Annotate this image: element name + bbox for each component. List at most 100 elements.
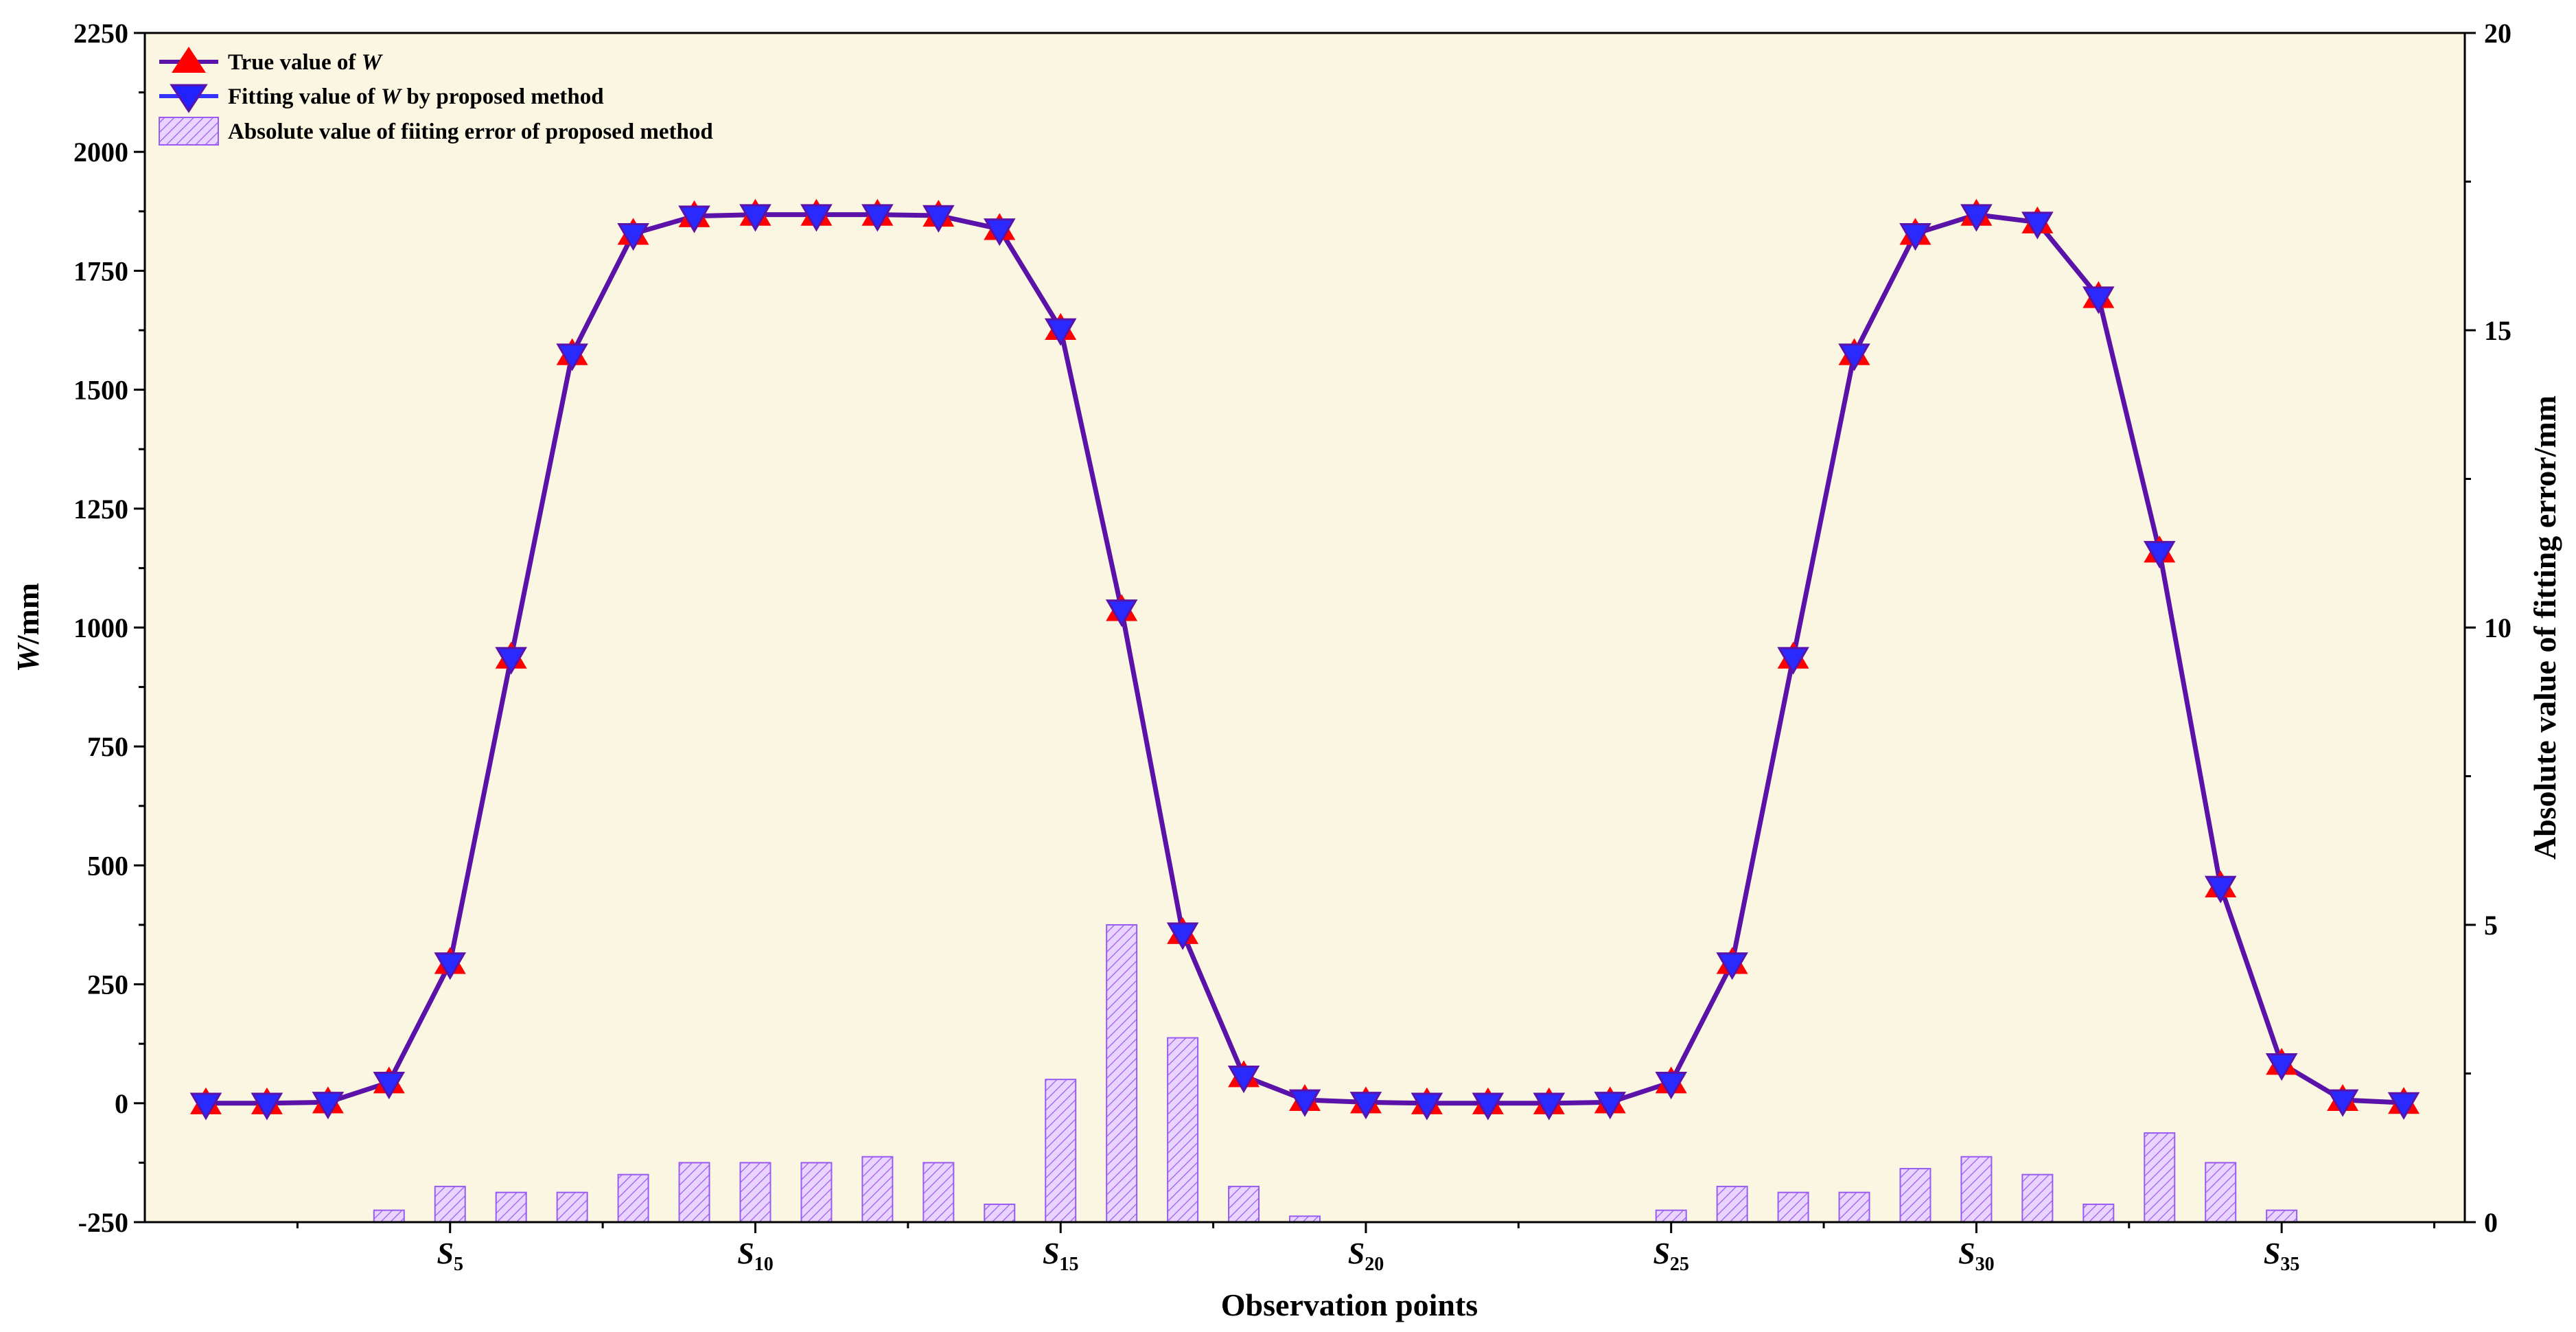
left-tick-label: 250 xyxy=(87,969,128,1000)
left-tick-label: 1000 xyxy=(73,612,128,643)
right-y-axis-title: Absolute value of fitting error/mm xyxy=(2527,395,2562,860)
x-tick-label-subscript: 25 xyxy=(1670,1254,1689,1275)
fitting-value-marker xyxy=(1838,343,1870,371)
error-bar xyxy=(617,1173,649,1223)
right-tick-label: 10 xyxy=(2484,612,2511,643)
x-tick-label-subscript: 15 xyxy=(1059,1254,1078,1275)
x-tick-label-base: S xyxy=(2264,1237,2280,1270)
fitting-value-marker xyxy=(1105,599,1138,628)
fitting-value-marker xyxy=(983,218,1016,246)
x-tick-label-subscript: 5 xyxy=(454,1254,463,1275)
x-tick-label-base: S xyxy=(737,1237,754,1270)
fitting-value-marker xyxy=(189,1092,222,1121)
legend-fit-label: Fitting value of W by proposed method xyxy=(228,84,604,109)
error-bar xyxy=(1899,1168,1931,1224)
error-bar xyxy=(739,1162,771,1224)
legend-bar-swatch-icon xyxy=(159,117,219,146)
error-bar xyxy=(1167,1037,1199,1224)
left-tick-label: 2250 xyxy=(73,18,128,49)
x-tick-label-base: S xyxy=(1348,1237,1365,1270)
fitting-value-marker xyxy=(1349,1092,1382,1120)
fitting-value-marker xyxy=(800,204,833,232)
x-tick-label: S20 xyxy=(1348,1237,1384,1275)
right-tick-label: 5 xyxy=(2484,910,2498,941)
left-y-axis-title-italic: W xyxy=(10,642,45,672)
fitting-value-marker xyxy=(739,204,771,232)
left-y-axis: -250 0 250 500 750 1000 1250 1500 1750 2000 2250 xyxy=(73,18,145,1238)
left-tick-label: 1250 xyxy=(73,494,128,525)
fitting-value-marker xyxy=(1533,1092,1566,1121)
error-bar xyxy=(1777,1191,1809,1223)
x-axis: S5 S10 S15 S20 S25 S30 S35 xyxy=(296,1222,2436,1275)
error-bar xyxy=(2205,1162,2237,1224)
fitting-value-marker xyxy=(2204,875,2237,904)
fitting-value-marker xyxy=(678,205,710,233)
plot-area xyxy=(145,33,2465,1222)
x-tick-label: S10 xyxy=(737,1237,773,1275)
error-bar xyxy=(2021,1173,2054,1223)
x-tick-label-subscript: 35 xyxy=(2280,1254,2299,1275)
fitting-value-marker xyxy=(251,1092,283,1121)
left-tick-label: 0 xyxy=(115,1088,128,1119)
error-bar xyxy=(984,1204,1016,1224)
error-bar xyxy=(1045,1079,1077,1224)
error-bar xyxy=(678,1162,710,1224)
error-bars-group xyxy=(373,924,2298,1224)
right-tick-label: 0 xyxy=(2484,1207,2498,1238)
legend-true-label-italic: W xyxy=(362,50,384,75)
x-tick-label: S35 xyxy=(2264,1237,2299,1275)
legend-true-triangle-icon xyxy=(172,47,206,73)
fitting-value-marker xyxy=(2143,540,2176,569)
left-tick-label: 500 xyxy=(87,850,128,881)
fitting-value-marker xyxy=(1716,952,1748,980)
fitting-value-marker xyxy=(1227,1066,1260,1094)
error-bar xyxy=(2266,1209,2298,1224)
fitting-value-marker xyxy=(1899,223,1931,251)
right-tick-label: 20 xyxy=(2484,18,2511,49)
x-tick-label-base: S xyxy=(1043,1237,1059,1270)
error-bar xyxy=(2144,1132,2176,1223)
error-bar xyxy=(2082,1204,2115,1224)
error-bar xyxy=(1716,1186,1748,1224)
error-bar xyxy=(1228,1186,1260,1224)
left-tick-label: 1500 xyxy=(73,375,128,406)
left-tick-label: 750 xyxy=(87,731,128,762)
fitting-value-marker xyxy=(1044,318,1077,346)
x-tick-label-subscript: 10 xyxy=(754,1254,774,1275)
x-tick-label-subscript: 30 xyxy=(1975,1254,1995,1275)
fitting-value-marker xyxy=(1411,1092,1443,1121)
right-tick-label: 15 xyxy=(2484,315,2511,346)
fitting-value-marker xyxy=(2265,1053,2298,1081)
fitting-value-marker xyxy=(556,343,588,371)
error-bar xyxy=(923,1162,955,1224)
error-bar xyxy=(800,1162,833,1224)
left-tick-label: -250 xyxy=(78,1207,128,1238)
x-tick-label: S5 xyxy=(437,1237,463,1275)
legend-fit-label-italic: W xyxy=(381,84,403,109)
fitting-value-marker xyxy=(1960,204,1993,232)
x-tick-label-base: S xyxy=(1958,1237,1975,1270)
x-tick-label: S25 xyxy=(1653,1237,1689,1275)
error-bar xyxy=(556,1191,588,1223)
left-y-axis-title: W/mm xyxy=(10,583,45,672)
fitting-value-marker xyxy=(1472,1092,1505,1121)
fitting-value-marker xyxy=(495,647,527,675)
fitting-value-marker xyxy=(373,1072,406,1100)
error-bar xyxy=(1838,1191,1870,1223)
error-bar xyxy=(1960,1156,1993,1223)
fitting-value-marker xyxy=(1655,1072,1687,1100)
fitting-value-marker xyxy=(434,952,467,980)
x-tick-label-base: S xyxy=(437,1237,453,1270)
x-tick-label: S15 xyxy=(1043,1237,1078,1275)
fitting-value-marker xyxy=(617,223,649,251)
error-bar xyxy=(861,1156,894,1223)
x-tick-label-subscript: 20 xyxy=(1365,1254,1384,1275)
legend-bar-label: Absolute value of fiiting error of propo… xyxy=(228,119,713,144)
left-y-axis-title-unit: /mm xyxy=(10,583,45,645)
fitting-value-marker xyxy=(2326,1089,2359,1117)
error-bar xyxy=(1106,924,1138,1223)
legend-true-label-prefix: True value of xyxy=(228,50,362,75)
fitting-value-marker xyxy=(923,205,955,233)
legend-fit-label-suffix: by proposed method xyxy=(401,84,604,109)
